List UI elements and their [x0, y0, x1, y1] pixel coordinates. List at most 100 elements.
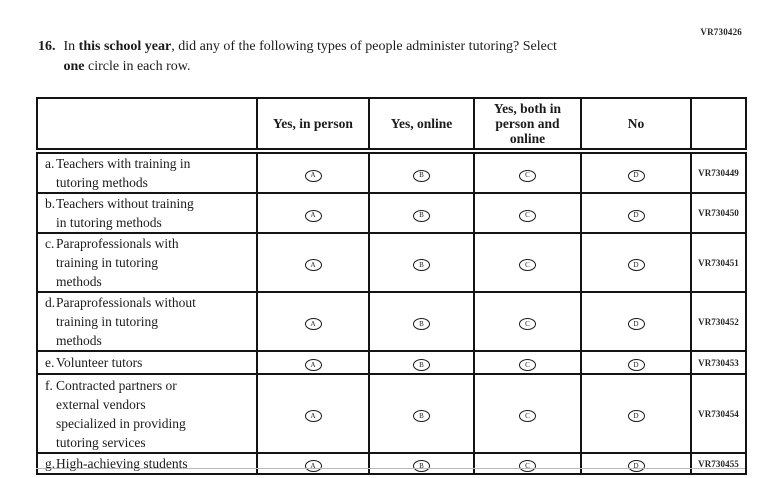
bubble-yes-online[interactable]: B	[413, 209, 430, 222]
option-cell: C	[473, 350, 582, 375]
bubble-yes-both-in-person-and-online[interactable]: C	[519, 318, 536, 330]
header-blank	[36, 97, 258, 154]
row-label: Contracted partners or external vendors …	[56, 377, 186, 450]
option-cell: C	[473, 373, 582, 454]
bubble-yes-both-in-person-and-online[interactable]: C	[519, 410, 536, 422]
row-letter: c.	[45, 236, 55, 251]
bubble-yes-online[interactable]: B	[413, 359, 430, 371]
row-letter: d.	[45, 295, 56, 310]
option-cell: D	[580, 452, 692, 475]
row-letter: b.	[45, 196, 56, 211]
option-cell: C	[473, 192, 582, 234]
bubble-no[interactable]: D	[627, 460, 645, 472]
row-code: VR730453	[690, 350, 747, 375]
option-cell: B	[368, 192, 475, 234]
bubble-yes-in-person[interactable]: A	[304, 209, 322, 222]
row-label: Volunteer tutors	[56, 355, 143, 370]
tutoring-administer-table: Yes, in person Yes, online Yes, both in …	[36, 97, 747, 475]
form-code-top-right: VR730426	[700, 27, 742, 37]
header-yes-in-person: Yes, in person	[256, 97, 370, 154]
bubble-yes-online[interactable]: B	[413, 318, 430, 330]
row-label-cell: f. Contracted partners or external vendor…	[36, 373, 258, 454]
table-row: e. Volunteer tutors A B C D VR730453	[36, 350, 747, 375]
row-label: Paraprofessionals with training in tutor…	[56, 236, 179, 289]
option-cell: B	[368, 232, 475, 293]
row-label: High-achieving students	[56, 456, 188, 471]
row-label-cell: c. Paraprofessionals with training in tut…	[36, 232, 258, 293]
header-yes-both-in-person-and-online: Yes, both in person and online	[473, 97, 582, 154]
option-cell: B	[368, 350, 475, 375]
row-label: Teachers with training in tutoring metho…	[56, 156, 191, 190]
header-code-blank	[690, 97, 747, 154]
bubble-yes-both-in-person-and-online[interactable]: C	[519, 359, 536, 371]
option-cell: D	[580, 291, 692, 352]
bubble-yes-in-person[interactable]: A	[304, 410, 322, 422]
row-label: Paraprofessionals without training in tu…	[56, 295, 196, 348]
option-cell: D	[580, 192, 692, 234]
option-cell: A	[256, 373, 370, 454]
option-cell: B	[368, 373, 475, 454]
option-cell: A	[256, 291, 370, 352]
page-cut-line	[36, 468, 745, 469]
header-yes-online: Yes, online	[368, 97, 475, 154]
row-code: VR730450	[690, 192, 747, 234]
row-label-cell: e. Volunteer tutors	[36, 350, 258, 375]
bubble-no[interactable]: D	[627, 209, 645, 222]
option-cell: D	[580, 232, 692, 293]
question-16: 16. In this school year, did any of the …	[38, 37, 678, 76]
bubble-yes-both-in-person-and-online[interactable]: C	[519, 460, 536, 472]
option-cell: D	[580, 373, 692, 454]
bubble-no[interactable]: D	[627, 410, 645, 422]
bubble-yes-online[interactable]: B	[413, 410, 430, 422]
option-cell: A	[256, 150, 370, 194]
option-cell: A	[256, 192, 370, 234]
row-code: VR730452	[690, 291, 747, 352]
bubble-yes-online[interactable]: B	[413, 169, 430, 182]
bubble-no[interactable]: D	[627, 259, 645, 271]
bubble-yes-both-in-person-and-online[interactable]: C	[519, 259, 536, 271]
bubble-no[interactable]: D	[627, 318, 645, 330]
bubble-no[interactable]: D	[627, 359, 645, 371]
bubble-no[interactable]: D	[627, 169, 645, 182]
table-row: f. Contracted partners or external vendor…	[36, 373, 747, 454]
option-cell: A	[256, 232, 370, 293]
option-cell: C	[473, 150, 582, 194]
option-cell: B	[368, 452, 475, 475]
option-cell: B	[368, 291, 475, 352]
row-code: VR730455	[690, 452, 747, 475]
table-row: c. Paraprofessionals with training in tut…	[36, 232, 747, 293]
row-label: Teachers without training in tutoring me…	[56, 196, 194, 230]
option-cell: B	[368, 150, 475, 194]
option-cell: D	[580, 350, 692, 375]
row-letter: g.	[45, 456, 56, 471]
header-row: Yes, in person Yes, online Yes, both in …	[36, 97, 747, 154]
question-number: 16.	[38, 39, 56, 54]
row-letter: f.	[45, 377, 53, 393]
bubble-yes-in-person[interactable]: A	[304, 359, 322, 371]
bubble-yes-both-in-person-and-online[interactable]: C	[519, 209, 536, 222]
option-cell: C	[473, 232, 582, 293]
option-cell: C	[473, 291, 582, 352]
bubble-yes-online[interactable]: B	[413, 259, 430, 271]
question-text: In this school year, did any of the foll…	[63, 39, 557, 74]
row-letter: e.	[45, 355, 55, 370]
bubble-yes-in-person[interactable]: A	[304, 460, 322, 472]
table-row: a. Teachers with training in tutoring met…	[36, 150, 747, 194]
bubble-yes-in-person[interactable]: A	[304, 259, 322, 271]
bubble-yes-in-person[interactable]: A	[304, 169, 322, 182]
row-label-cell: a. Teachers with training in tutoring met…	[36, 150, 258, 194]
option-cell: C	[473, 452, 582, 475]
row-code: VR730449	[690, 150, 747, 194]
table-row: g. High-achieving students A B C D VR730455	[36, 452, 747, 475]
table-row: d. Paraprofessionals without training in …	[36, 291, 747, 352]
row-label-cell: b. Teachers without training in tutoring …	[36, 192, 258, 234]
row-code: VR730454	[690, 373, 747, 454]
row-letter: a.	[45, 156, 55, 171]
header-no: No	[580, 97, 692, 154]
bubble-yes-in-person[interactable]: A	[304, 318, 322, 330]
row-code: VR730451	[690, 232, 747, 293]
option-cell: A	[256, 452, 370, 475]
option-cell: D	[580, 150, 692, 194]
bubble-yes-online[interactable]: B	[413, 460, 430, 472]
bubble-yes-both-in-person-and-online[interactable]: C	[519, 169, 536, 182]
